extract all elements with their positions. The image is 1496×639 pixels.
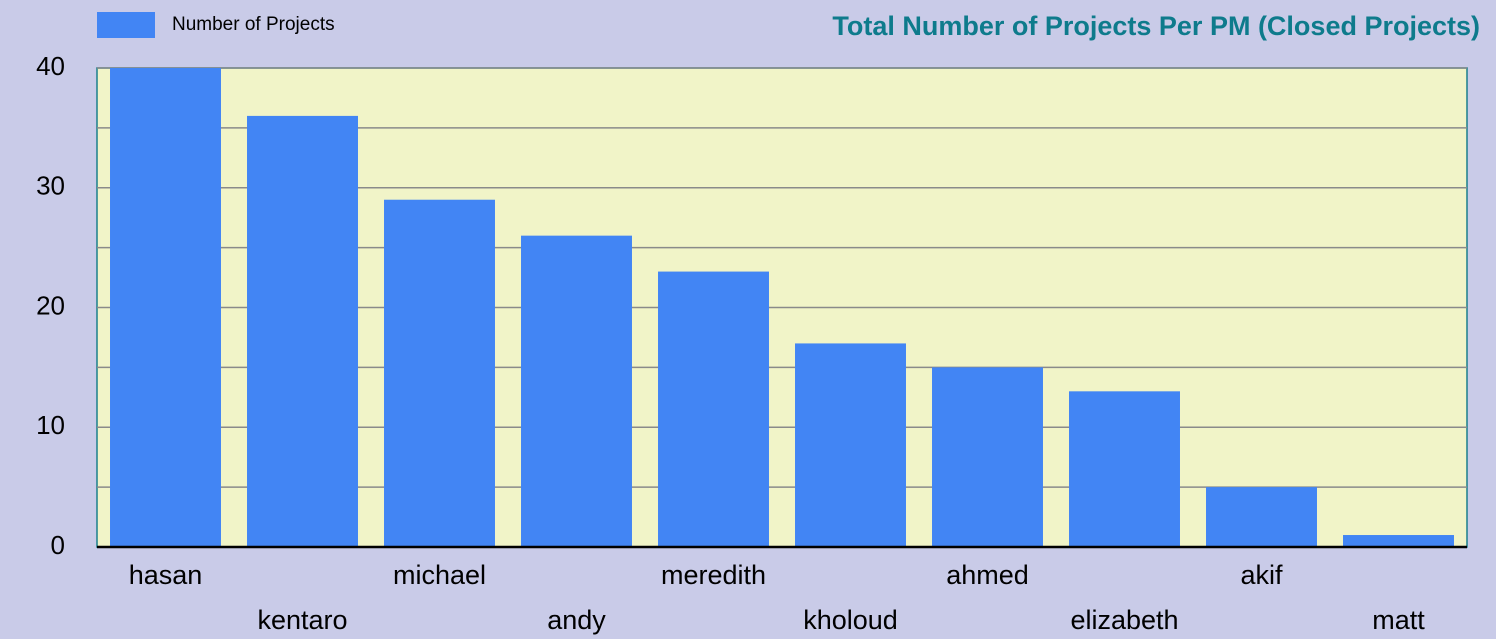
x-tick-label: meredith: [661, 560, 766, 590]
y-tick-label: 20: [36, 290, 65, 320]
legend-swatch: [97, 12, 155, 38]
x-tick-label: hasan: [129, 560, 203, 590]
y-tick-label: 40: [36, 51, 65, 81]
x-tick-label: kholoud: [803, 605, 898, 635]
bar: [1069, 391, 1180, 547]
bar: [1206, 487, 1317, 547]
y-tick-label: 10: [36, 410, 65, 440]
bar: [795, 343, 906, 547]
x-tick-label: matt: [1372, 605, 1425, 635]
bar: [658, 271, 769, 547]
y-tick-label: 0: [51, 530, 65, 560]
bar: [110, 68, 221, 547]
y-tick-label: 30: [36, 171, 65, 201]
x-tick-label: ahmed: [946, 560, 1029, 590]
x-tick-label: akif: [1240, 560, 1283, 590]
chart-title: Total Number of Projects Per PM (Closed …: [832, 11, 1480, 41]
bar: [247, 115, 358, 548]
bar: [932, 367, 1043, 547]
bar: [521, 235, 632, 547]
x-tick-label: andy: [547, 605, 606, 635]
x-tick-label: michael: [393, 560, 486, 590]
x-tick-label: elizabeth: [1070, 605, 1178, 635]
bar: [384, 199, 495, 547]
legend-label: Number of Projects: [172, 14, 335, 35]
bar: [1343, 535, 1454, 547]
x-tick-label: kentaro: [257, 605, 347, 635]
